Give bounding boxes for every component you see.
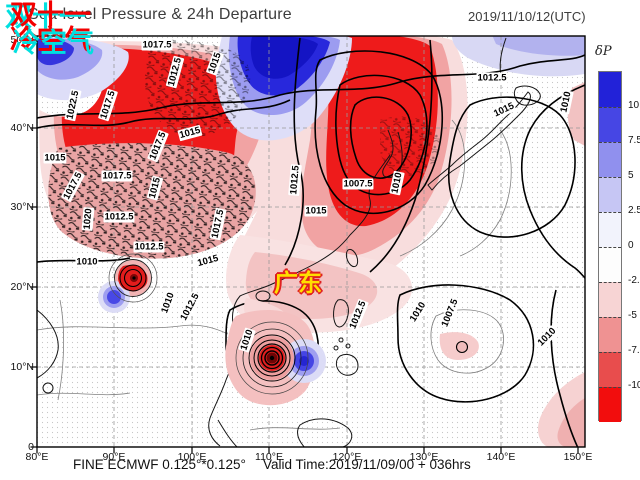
colorbar — [598, 71, 622, 422]
small-low-symbol — [455, 340, 469, 354]
colorbar-segment — [599, 107, 621, 142]
colorbar-tick-label: 0 — [628, 240, 634, 251]
colorbar-segment — [599, 247, 621, 282]
colorbar-segment — [599, 177, 621, 212]
colorbar-segment — [599, 352, 621, 387]
page-title: Sea-level Pressure & 24h Departure — [28, 6, 292, 23]
cyclone-symbol-west — [98, 253, 158, 313]
valid-time-label: Valid Time:2019/11/09/00 + 036hrs — [263, 457, 471, 472]
colorbar-tick-label: 5 — [628, 170, 634, 181]
colorbar-segment — [599, 72, 621, 107]
colorbar-segment — [599, 142, 621, 177]
region-label-guangdong: 广东 — [274, 270, 322, 297]
colorbar-segment — [599, 282, 621, 317]
colorbar-tick-label: -5 — [628, 310, 637, 321]
colorbar-title: δP — [595, 44, 612, 59]
banner-text-coldair: 冷空气 — [13, 28, 94, 58]
colorbar-segment — [599, 317, 621, 352]
colorbar-tick-label: 7.5 — [628, 135, 640, 146]
banner-text-double11: 双十一 — [10, 0, 91, 30]
axis-ticks — [30, 39, 579, 454]
colorbar-tick-label: 2.5 — [628, 205, 640, 216]
datetime-label: 2019/11/10/12(UTC) — [468, 9, 586, 24]
colorbar-tick-label: -7.5 — [628, 345, 640, 356]
model-info-label: FINE ECMWF 0.125°*0.125° — [73, 457, 246, 472]
colorbar-tick-label: -2.5 — [628, 275, 640, 286]
colorbar-segment — [599, 212, 621, 247]
colorbar-segment — [599, 387, 621, 422]
map-frame — [36, 35, 586, 448]
colorbar-tick-label: -10 — [628, 380, 640, 391]
colorbar-tick-label: 10 — [628, 100, 640, 111]
